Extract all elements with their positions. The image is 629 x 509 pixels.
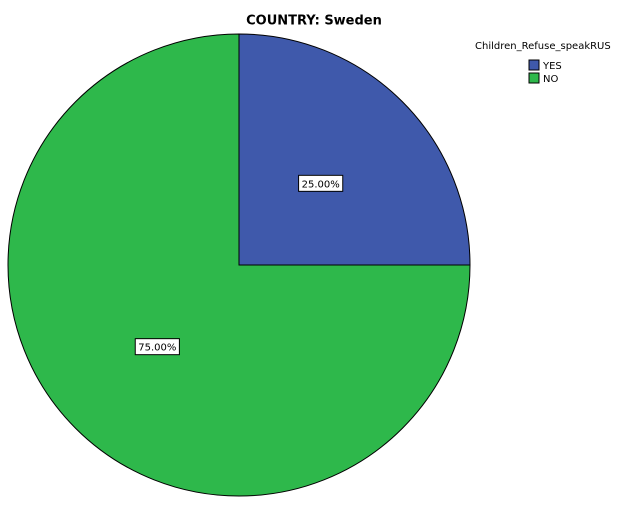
legend-swatch	[528, 59, 540, 71]
legend-label: NO	[543, 74, 558, 85]
pie-slice	[238, 33, 471, 266]
chart-title: COUNTRY: Sweden	[246, 14, 382, 29]
legend-label: YES	[542, 61, 562, 72]
value-label: 75.00%	[138, 343, 176, 354]
legend-swatch	[528, 72, 540, 84]
pie-slice	[7, 33, 471, 497]
value-label: 25.00%	[302, 179, 340, 190]
value-label-box	[298, 174, 344, 192]
value-label-box	[134, 338, 180, 356]
legend-title: Children_Refuse_speakRUS	[475, 41, 611, 52]
